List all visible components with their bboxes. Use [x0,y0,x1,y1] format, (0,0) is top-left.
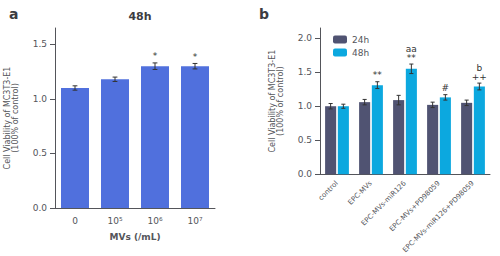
svg-text:**: ** [373,70,383,80]
svg-text:b: b [476,62,483,73]
svg-text:control: control [317,179,340,202]
svg-text:**: ** [407,53,417,63]
svg-text:0: 0 [72,216,78,226]
svg-text:b: b [259,6,269,22]
svg-text:aa: aa [405,43,417,54]
svg-text:1.0: 1.0 [298,101,313,111]
svg-text:10⁷: 10⁷ [187,216,202,226]
svg-text:EPC-MVs-miR126: EPC-MVs-miR126 [359,179,408,228]
svg-text:0.5: 0.5 [33,148,47,158]
svg-text:*: * [153,51,158,61]
svg-text:2.0: 2.0 [298,33,313,43]
svg-text:++: ++ [472,72,487,82]
svg-text:1.0: 1.0 [33,94,48,104]
svg-text:MVs (/mL): MVs (/mL) [109,232,160,242]
svg-text:Cell Viability of MC3T3-E1: Cell Viability of MC3T3-E1 [267,49,277,153]
svg-text:0.0: 0.0 [298,169,313,179]
svg-text:a: a [9,6,18,22]
svg-text:1.5: 1.5 [33,39,47,49]
svg-text:(100% of control): (100% of control) [276,66,285,136]
svg-text:48h: 48h [128,10,151,23]
svg-text:EPC-MVs+PD98059: EPC-MVs+PD98059 [388,179,442,234]
svg-text:#: # [442,83,450,93]
svg-text:24h: 24h [352,35,369,45]
svg-text:10⁶: 10⁶ [147,216,162,226]
svg-text:0.0: 0.0 [33,203,48,213]
svg-text:*: * [193,52,198,62]
svg-text:EPC-MVs-miR126+PD98059: EPC-MVs-miR126+PD98059 [401,179,476,254]
svg-text:48h: 48h [352,48,369,58]
svg-text:0.5: 0.5 [298,135,312,145]
svg-text:Cell Viability of MC3T3-E1: Cell Viability of MC3T3-E1 [2,66,12,170]
svg-text:10⁵: 10⁵ [107,216,122,226]
svg-text:EPC-MVs: EPC-MVs [347,179,374,206]
svg-text:1.5: 1.5 [298,67,312,77]
svg-text:(100% of control): (100% of control) [11,83,20,153]
